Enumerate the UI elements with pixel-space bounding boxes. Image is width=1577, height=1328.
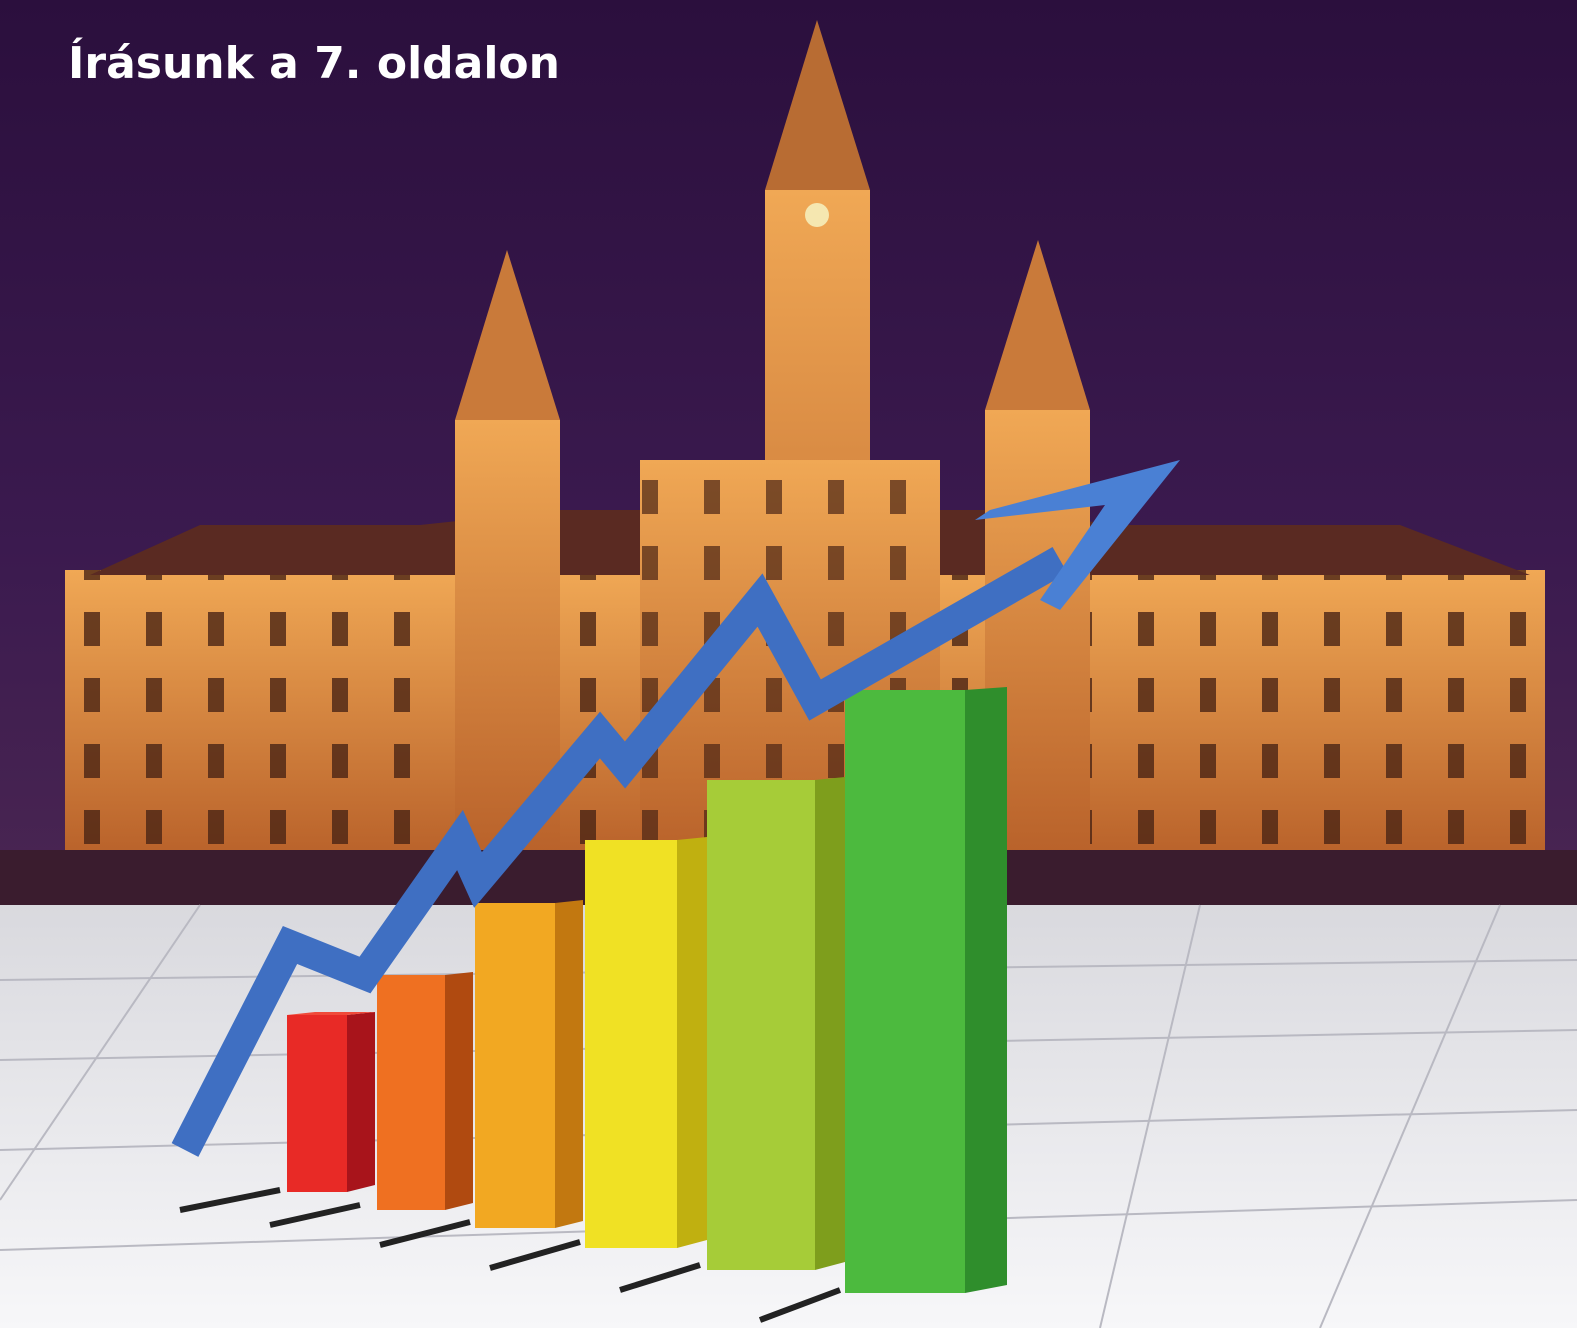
caption: Írásunk a 7. oldalon (68, 36, 560, 89)
floor-ticks (179, 1187, 842, 1323)
decorative-bars (287, 687, 1007, 1293)
decorative-arrow (171, 460, 1180, 1157)
